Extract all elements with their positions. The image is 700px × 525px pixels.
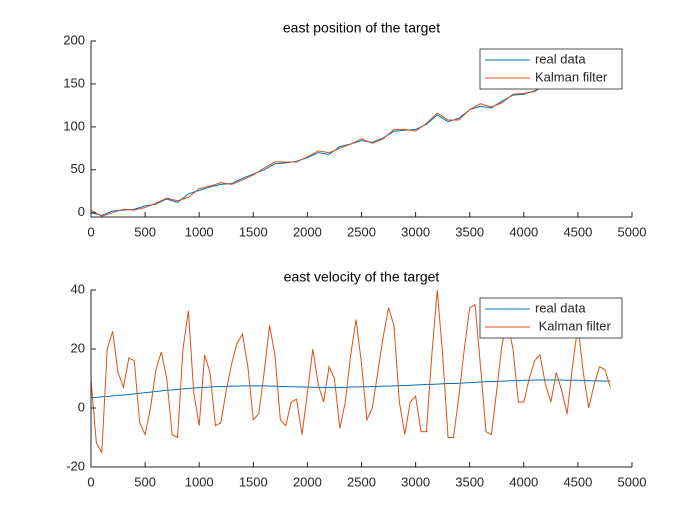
x-tick-label: 2500 <box>347 224 376 239</box>
x-tick-label: 5000 <box>618 474 647 489</box>
x-tick-label: 1000 <box>185 474 214 489</box>
y-tick-label: 100 <box>63 118 85 133</box>
chart-title: east velocity of the target <box>284 269 440 285</box>
y-tick-label: 0 <box>78 399 85 414</box>
y-tick-label: 50 <box>71 161 85 176</box>
x-tick-label: 2000 <box>293 474 322 489</box>
x-tick-label: 0 <box>87 474 94 489</box>
legend-box <box>479 297 623 339</box>
legend-box <box>479 48 623 90</box>
x-tick-label: 4500 <box>563 474 592 489</box>
plot-area <box>91 67 611 217</box>
data-line <box>91 67 611 217</box>
legend-label: real data <box>535 51 586 66</box>
x-tick-label: 500 <box>134 224 156 239</box>
x-tick-label: 0 <box>87 224 94 239</box>
y-tick-label: 20 <box>71 340 85 355</box>
x-tick-label: 3500 <box>455 224 484 239</box>
y-tick-label: 40 <box>71 281 85 296</box>
y-tick-label: 150 <box>63 75 85 90</box>
chart-title: east position of the target <box>283 20 440 36</box>
x-tick-label: 1500 <box>239 474 268 489</box>
data-line <box>91 379 611 399</box>
data-line <box>91 290 611 454</box>
x-tick-label: 1500 <box>239 224 268 239</box>
x-tick-label: 3000 <box>401 224 430 239</box>
x-tick-label: 4000 <box>509 224 538 239</box>
plot-area <box>91 290 611 454</box>
x-tick-label: 500 <box>134 474 156 489</box>
x-tick-label: 2000 <box>293 224 322 239</box>
x-tick-label: 4500 <box>563 224 592 239</box>
legend-label: Kalman filter <box>535 318 612 333</box>
x-tick-label: 5000 <box>618 224 647 239</box>
x-tick-label: 4000 <box>509 474 538 489</box>
x-tick-label: 3500 <box>455 474 484 489</box>
y-tick-label: 0 <box>78 204 85 219</box>
x-tick-label: 2500 <box>347 474 376 489</box>
x-tick-label: 1000 <box>185 224 214 239</box>
legend-label: real data <box>535 300 586 315</box>
y-tick-label: -20 <box>66 458 85 473</box>
x-tick-label: 3000 <box>401 474 430 489</box>
legend-label: Kalman filter <box>535 69 608 84</box>
y-tick-label: 200 <box>63 32 85 47</box>
